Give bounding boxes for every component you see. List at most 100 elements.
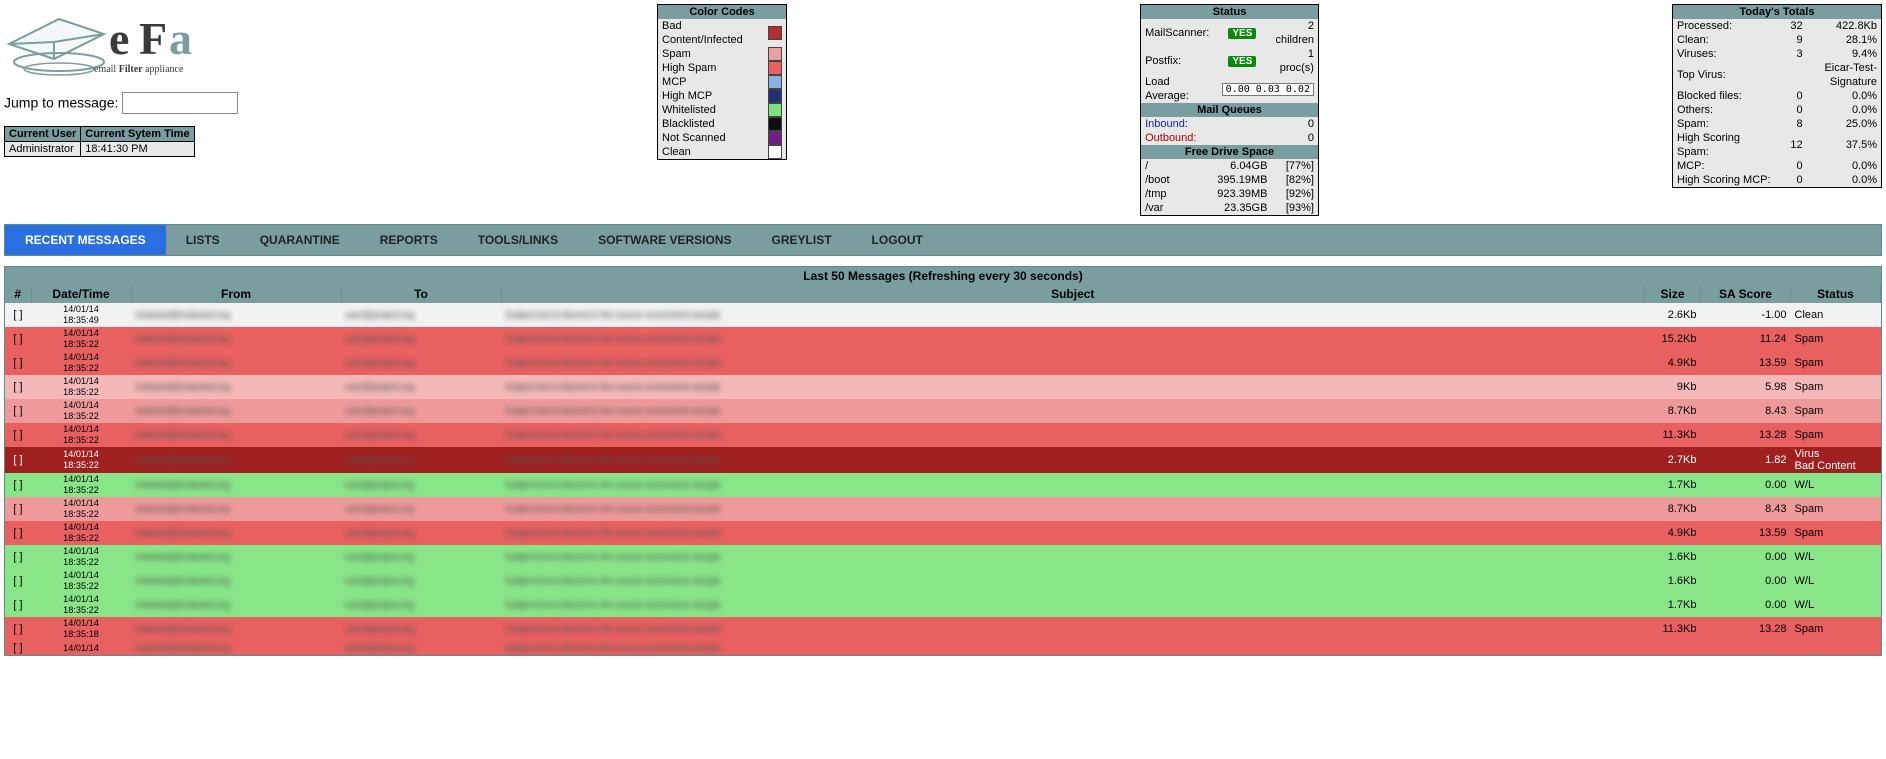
status-note: 1 proc(s): [1271, 47, 1318, 75]
jump-input[interactable]: [122, 92, 238, 114]
drive-space-title: Free Drive Space: [1141, 145, 1319, 159]
messages-column-header: From: [131, 285, 341, 303]
message-subject: Subject text is blurred in the source sc…: [501, 473, 1645, 497]
nav-quarantine[interactable]: QUARANTINE: [240, 225, 360, 255]
color-code-row: High MCP: [658, 89, 787, 103]
nav-tools-links[interactable]: TOOLS/LINKS: [458, 225, 578, 255]
drive-row: /var23.35GB[93%]: [1141, 201, 1319, 216]
nav-greylist[interactable]: GREYLIST: [752, 225, 852, 255]
message-sa-score: 13.59: [1701, 351, 1791, 375]
message-row[interactable]: [ ]14/01/1418:35:18redacted@redacted.org…: [5, 617, 1881, 641]
color-code-swatch: [764, 61, 787, 75]
message-row[interactable]: [ ]14/01/1418:35:22redacted@redacted.org…: [5, 545, 1881, 569]
system-time-value: 18:41:30 PM: [81, 142, 194, 157]
status-yes-badge: YES: [1228, 28, 1256, 39]
message-status: W/L: [1791, 473, 1881, 497]
message-from: redacted@redacted.org: [131, 303, 341, 327]
message-sa-score: [1701, 641, 1791, 655]
drive-free: 6.04GB: [1213, 159, 1271, 173]
message-status: Spam: [1791, 617, 1881, 641]
message-row[interactable]: [ ]14/01/1418:35:22redacted@redacted.org…: [5, 351, 1881, 375]
message-status: [1791, 641, 1881, 655]
nav-lists[interactable]: LISTS: [166, 225, 240, 255]
message-checkbox: [ ]: [5, 303, 31, 327]
totals-count: 12: [1776, 131, 1807, 159]
message-to: user@project.org: [341, 351, 501, 375]
message-checkbox: [ ]: [5, 521, 31, 545]
message-checkbox: [ ]: [5, 641, 31, 655]
totals-value: 0.0%: [1807, 159, 1882, 173]
message-row[interactable]: [ ]14/01/1418:35:22redacted@redacted.org…: [5, 447, 1881, 473]
nav-reports[interactable]: REPORTS: [360, 225, 458, 255]
message-subject: Subject text is blurred in the source sc…: [501, 497, 1645, 521]
message-to: user@project.org: [341, 327, 501, 351]
message-sa-score: 0.00: [1701, 473, 1791, 497]
message-to: user@project.org: [341, 497, 501, 521]
message-status: Spam: [1791, 327, 1881, 351]
totals-value: 25.0%: [1807, 117, 1882, 131]
message-from: redacted@redacted.org: [131, 569, 341, 593]
message-row[interactable]: [ ]14/01/1418:35:22redacted@redacted.org…: [5, 497, 1881, 521]
totals-count: 9: [1776, 33, 1807, 47]
message-sa-score: 13.59: [1701, 521, 1791, 545]
status-yes-badge: YES: [1228, 56, 1256, 67]
drive-row: /boot395.19MB[82%]: [1141, 173, 1319, 187]
message-row[interactable]: [ ]14/01/1418:35:22redacted@redacted.org…: [5, 569, 1881, 593]
logo-block: e F a email Filter appliance Jump to mes…: [4, 4, 304, 157]
message-from: redacted@redacted.org: [131, 351, 341, 375]
messages-column-header: Status: [1791, 285, 1881, 303]
color-code-row: Spam: [658, 47, 787, 61]
messages-column-header: Date/Time: [31, 285, 131, 303]
message-row[interactable]: [ ]14/01/1418:35:22redacted@redacted.org…: [5, 375, 1881, 399]
drive-pct: [92%]: [1271, 187, 1318, 201]
message-datetime: 14/01/1418:35:22: [31, 327, 131, 351]
totals-value: 37.5%: [1807, 131, 1882, 159]
message-checkbox: [ ]: [5, 447, 31, 473]
nav-recent-messages[interactable]: RECENT MESSAGES: [5, 225, 166, 255]
jump-label: Jump to message:: [4, 95, 118, 111]
message-datetime: 14/01/1418:35:18: [31, 617, 131, 641]
message-from: redacted@redacted.org: [131, 399, 341, 423]
totals-value: 0.0%: [1807, 103, 1882, 117]
color-code-swatch: [764, 145, 787, 160]
totals-count: 32: [1776, 19, 1807, 33]
message-row[interactable]: [ ]14/01/1418:35:49redacted@redacted.org…: [5, 303, 1881, 327]
color-code-label: High MCP: [658, 89, 765, 103]
message-row[interactable]: [ ]14/01/14redacted@redacted.orguser@pro…: [5, 641, 1881, 655]
message-to: user@project.org: [341, 399, 501, 423]
totals-row: High Scoring MCP:00.0%: [1673, 173, 1882, 188]
message-row[interactable]: [ ]14/01/1418:35:22redacted@redacted.org…: [5, 399, 1881, 423]
totals-label: MCP:: [1673, 159, 1776, 173]
queue-link[interactable]: Inbound:: [1145, 118, 1188, 130]
totals-row: Spam:825.0%: [1673, 117, 1882, 131]
color-code-label: High Spam: [658, 61, 765, 75]
jump-to-message: Jump to message:: [4, 92, 304, 114]
queue-row: Inbound:0: [1141, 117, 1319, 131]
color-code-swatch: [764, 75, 787, 89]
nav-logout[interactable]: LOGOUT: [852, 225, 943, 255]
main-nav: RECENT MESSAGESLISTSQUARANTINEREPORTSTOO…: [4, 224, 1882, 256]
todays-totals-title: Today's Totals: [1673, 5, 1882, 20]
drive-pct: [93%]: [1271, 201, 1318, 216]
message-to: user@project.org: [341, 423, 501, 447]
message-to: user@project.org: [341, 593, 501, 617]
efa-logo: e F a email Filter appliance: [4, 4, 239, 82]
message-status: W/L: [1791, 545, 1881, 569]
message-row[interactable]: [ ]14/01/1418:35:22redacted@redacted.org…: [5, 521, 1881, 545]
message-row[interactable]: [ ]14/01/1418:35:22redacted@redacted.org…: [5, 473, 1881, 497]
message-from: redacted@redacted.org: [131, 617, 341, 641]
status-row: MailScanner:YES2 children: [1141, 19, 1319, 47]
message-from: redacted@redacted.org: [131, 545, 341, 569]
message-datetime: 14/01/1418:35:22: [31, 497, 131, 521]
message-checkbox: [ ]: [5, 497, 31, 521]
message-row[interactable]: [ ]14/01/1418:35:22redacted@redacted.org…: [5, 327, 1881, 351]
message-from: redacted@redacted.org: [131, 447, 341, 473]
message-to: user@project.org: [341, 447, 501, 473]
message-row[interactable]: [ ]14/01/1418:35:22redacted@redacted.org…: [5, 593, 1881, 617]
nav-software-versions[interactable]: SOFTWARE VERSIONS: [578, 225, 751, 255]
totals-row: Blocked files:00.0%: [1673, 89, 1882, 103]
color-code-swatch: [764, 89, 787, 103]
message-subject: Subject text is blurred in the source sc…: [501, 375, 1645, 399]
queue-link[interactable]: Outbound:: [1145, 132, 1196, 144]
message-row[interactable]: [ ]14/01/1418:35:22redacted@redacted.org…: [5, 423, 1881, 447]
